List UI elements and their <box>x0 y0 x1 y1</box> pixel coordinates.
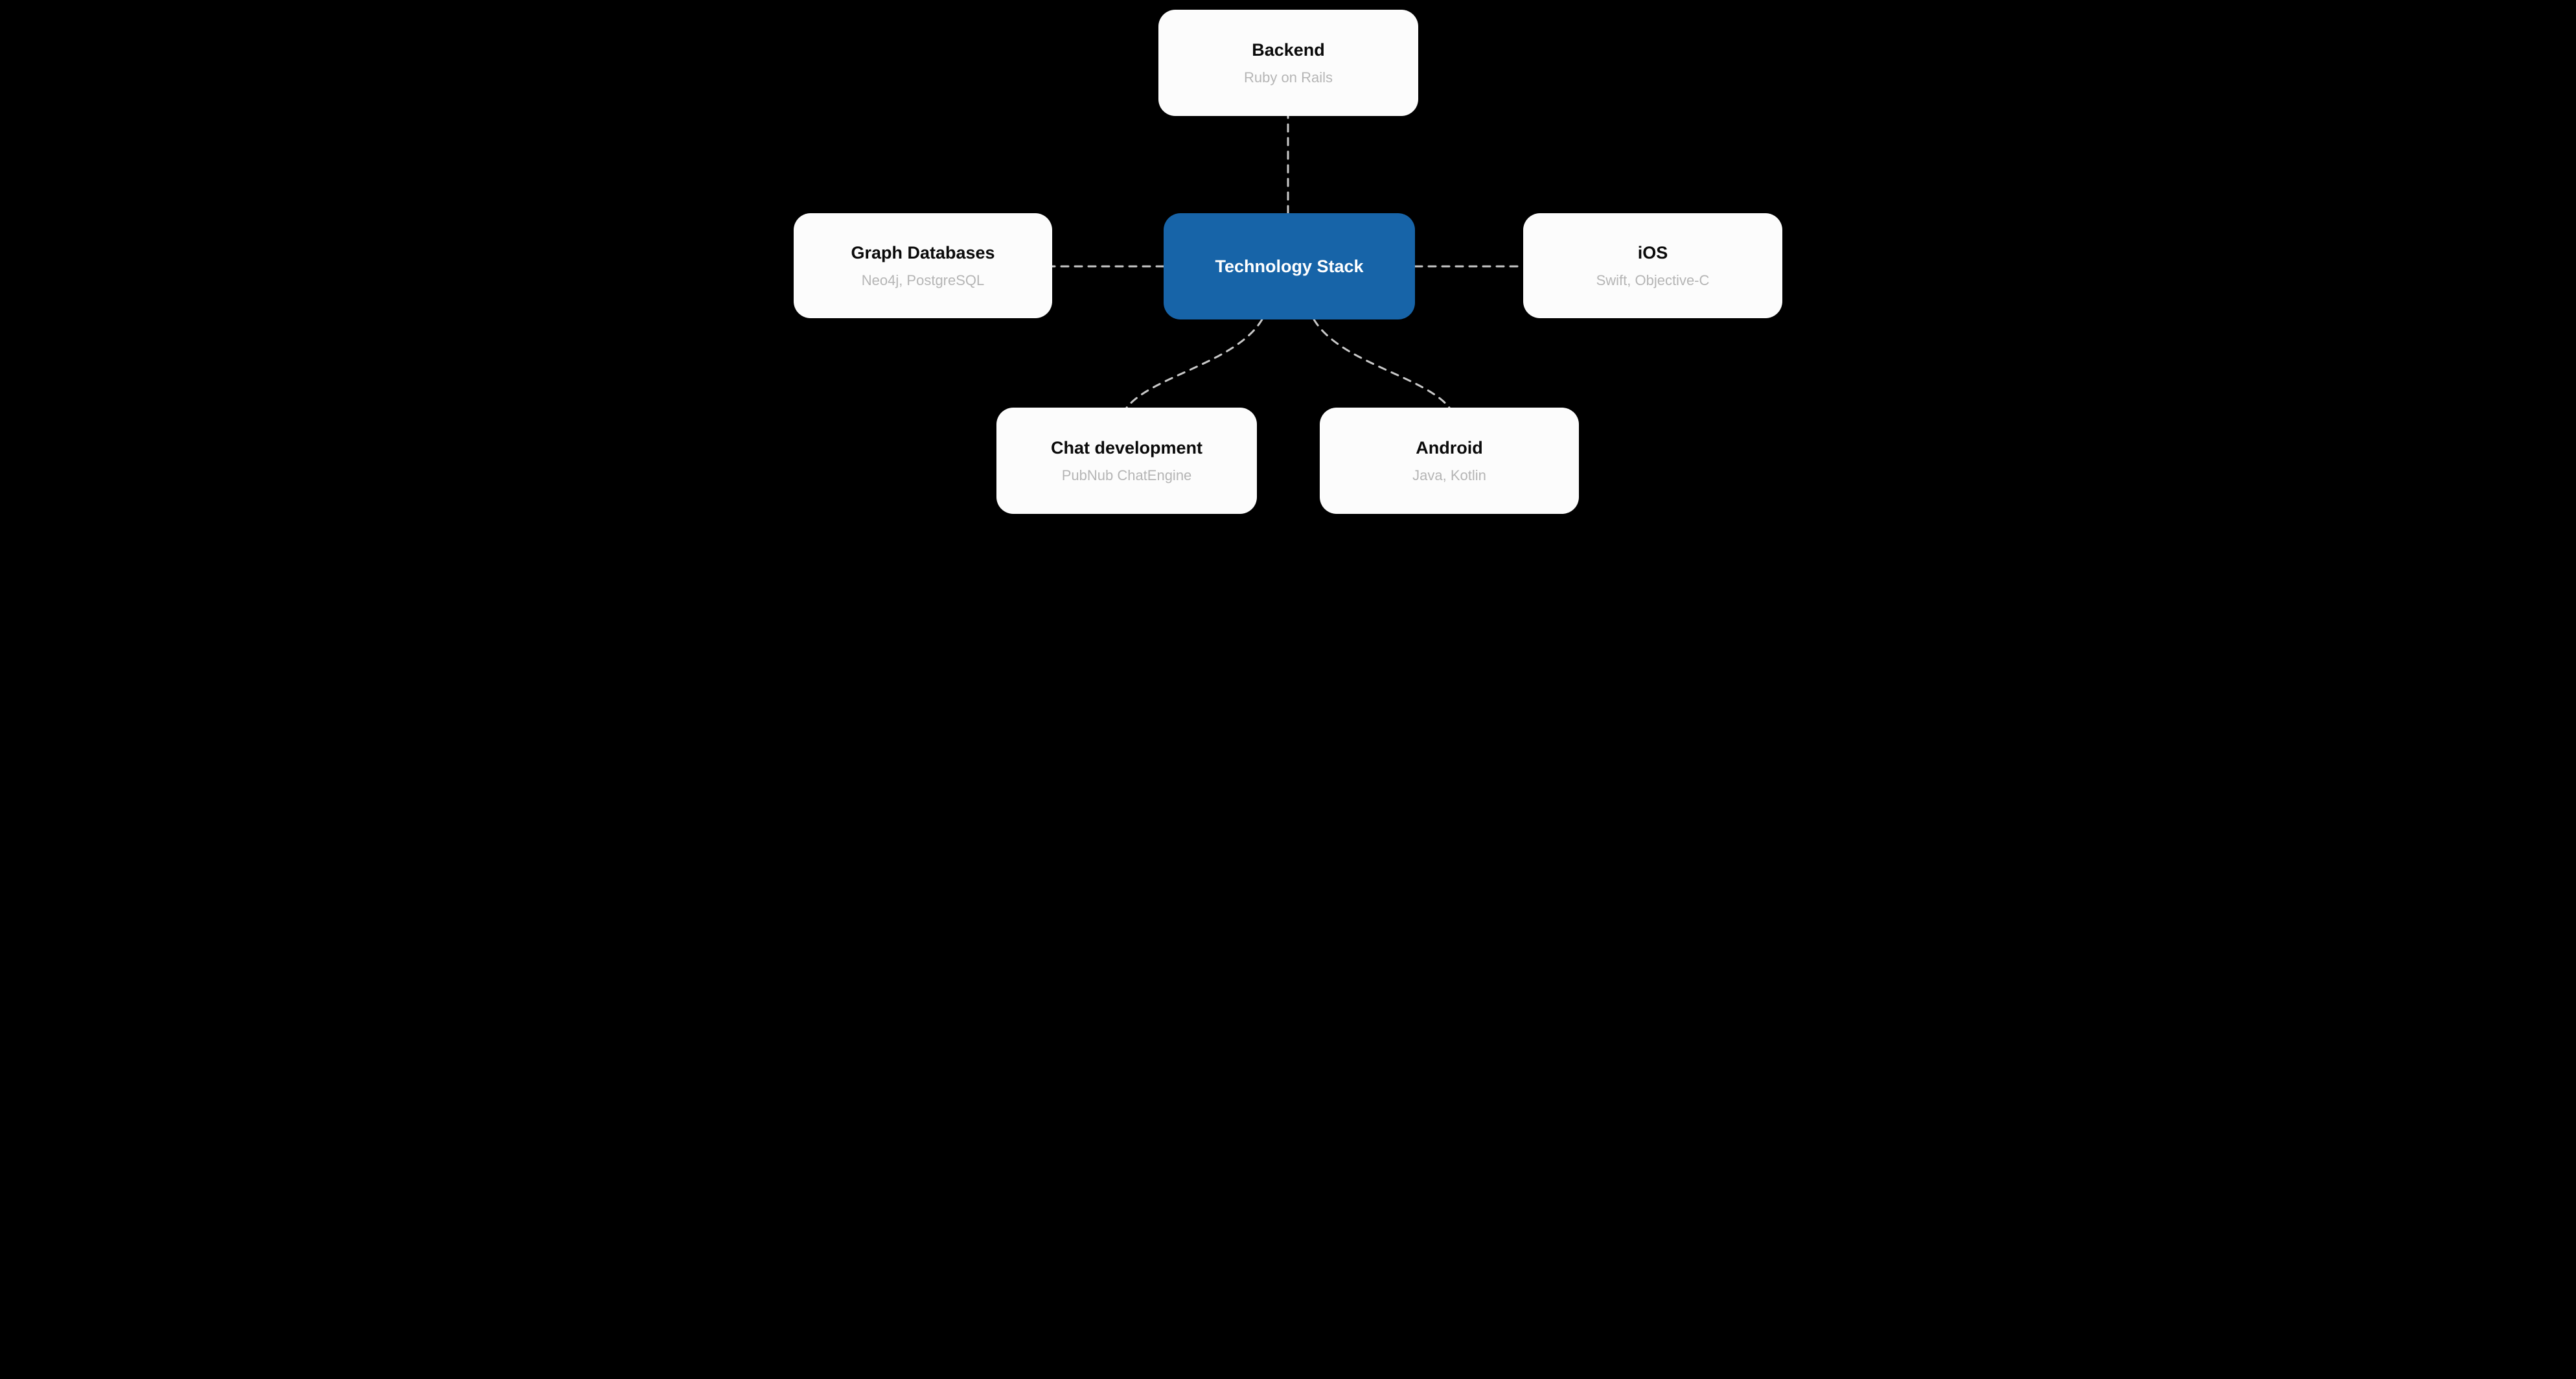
node-android-title: Android <box>1416 437 1482 458</box>
node-backend: Backend Ruby on Rails <box>1158 10 1418 116</box>
node-graph-databases-title: Graph Databases <box>851 242 995 263</box>
node-android-sub: Java, Kotlin <box>1412 467 1486 484</box>
node-ios: iOS Swift, Objective-C <box>1523 213 1782 318</box>
node-backend-sub: Ruby on Rails <box>1244 69 1333 86</box>
node-chat-development: Chat development PubNub ChatEngine <box>996 408 1257 514</box>
connector-center-chat <box>1127 319 1262 408</box>
node-ios-title: iOS <box>1638 242 1668 263</box>
node-android: Android Java, Kotlin <box>1320 408 1579 514</box>
node-graph-databases-sub: Neo4j, PostgreSQL <box>862 272 985 289</box>
center-node-title: Technology Stack <box>1215 256 1363 277</box>
node-chat-development-title: Chat development <box>1051 437 1202 458</box>
node-graph-databases: Graph Databases Neo4j, PostgreSQL <box>794 213 1052 318</box>
center-node-technology-stack: Technology Stack <box>1164 213 1415 319</box>
node-ios-sub: Swift, Objective-C <box>1596 272 1710 289</box>
node-backend-title: Backend <box>1252 40 1325 60</box>
node-chat-development-sub: PubNub ChatEngine <box>1062 467 1192 484</box>
connector-center-android <box>1314 319 1449 408</box>
diagram-canvas: Technology Stack Backend Ruby on Rails G… <box>789 0 1787 524</box>
